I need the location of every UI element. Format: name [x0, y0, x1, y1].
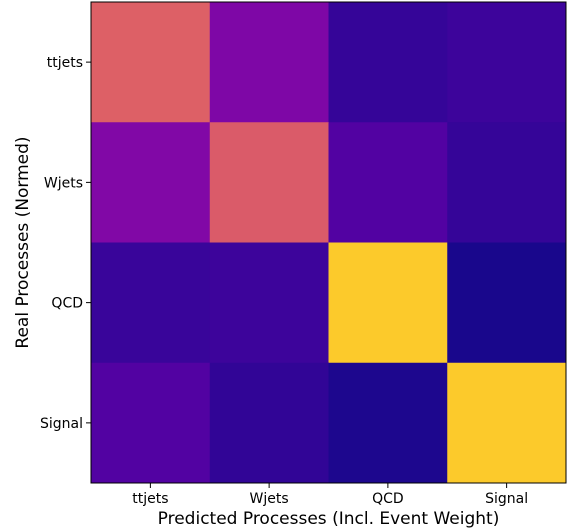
heatmap-cell-Wjets-QCD — [328, 122, 448, 243]
heatmap-cell-ttjets-QCD — [328, 2, 448, 123]
heatmap-cell-QCD-Signal — [447, 242, 567, 364]
heatmap-cell-Signal-Wjets — [209, 362, 329, 484]
y-tick-label-ttjets: ttjets — [47, 55, 83, 71]
y-axis-label: Real Processes (Normed) — [13, 136, 33, 348]
y-tick-label-Signal: Signal — [40, 416, 83, 432]
heatmap-cell-QCD-Wjets — [209, 242, 329, 364]
x-tick-label-ttjets: ttjets — [132, 491, 168, 507]
heatmap-cell-Wjets-Wjets — [209, 122, 329, 243]
heatmap-cell-ttjets-Signal — [447, 2, 567, 123]
y-tick-label-QCD: QCD — [51, 296, 83, 312]
heatmap-cell-Signal-ttjets — [91, 362, 211, 484]
heatmap-cell-Signal-QCD — [328, 362, 448, 484]
x-axis-ticks: ttjets Wjets QCD Signal — [132, 483, 528, 507]
plot-frame — [90, 1, 567, 484]
heatmap-cell-ttjets-Wjets — [209, 2, 329, 123]
y-tick-label-Wjets: Wjets — [44, 175, 83, 191]
heatmap-cell-QCD-ttjets — [91, 242, 211, 364]
x-tick-label-Wjets: Wjets — [250, 491, 289, 507]
x-axis-label: Predicted Processes (Incl. Event Weight) — [158, 509, 500, 529]
heatmap-cell-Signal-Signal — [447, 362, 567, 484]
heatmap-cell-Wjets-ttjets — [91, 122, 211, 243]
y-axis-ticks: ttjets Wjets QCD Signal — [40, 55, 91, 432]
heatmap-cell-QCD-QCD — [328, 242, 448, 364]
heatmap-cell-ttjets-ttjets — [91, 2, 211, 123]
x-tick-label-QCD: QCD — [372, 491, 404, 507]
heatmap-cell-Wjets-Signal — [447, 122, 567, 243]
x-tick-label-Signal: Signal — [485, 491, 528, 507]
heatmap-cells — [91, 2, 567, 484]
